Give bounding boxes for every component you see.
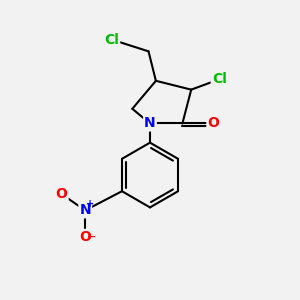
- Text: Cl: Cl: [104, 33, 119, 46]
- Text: O: O: [56, 187, 68, 201]
- Text: Cl: Cl: [212, 72, 226, 86]
- Text: N: N: [144, 116, 156, 130]
- Text: O: O: [207, 116, 219, 130]
- Text: +: +: [86, 199, 94, 209]
- Text: N: N: [80, 203, 91, 218]
- Text: O: O: [79, 230, 91, 244]
- Text: −: −: [87, 232, 96, 242]
